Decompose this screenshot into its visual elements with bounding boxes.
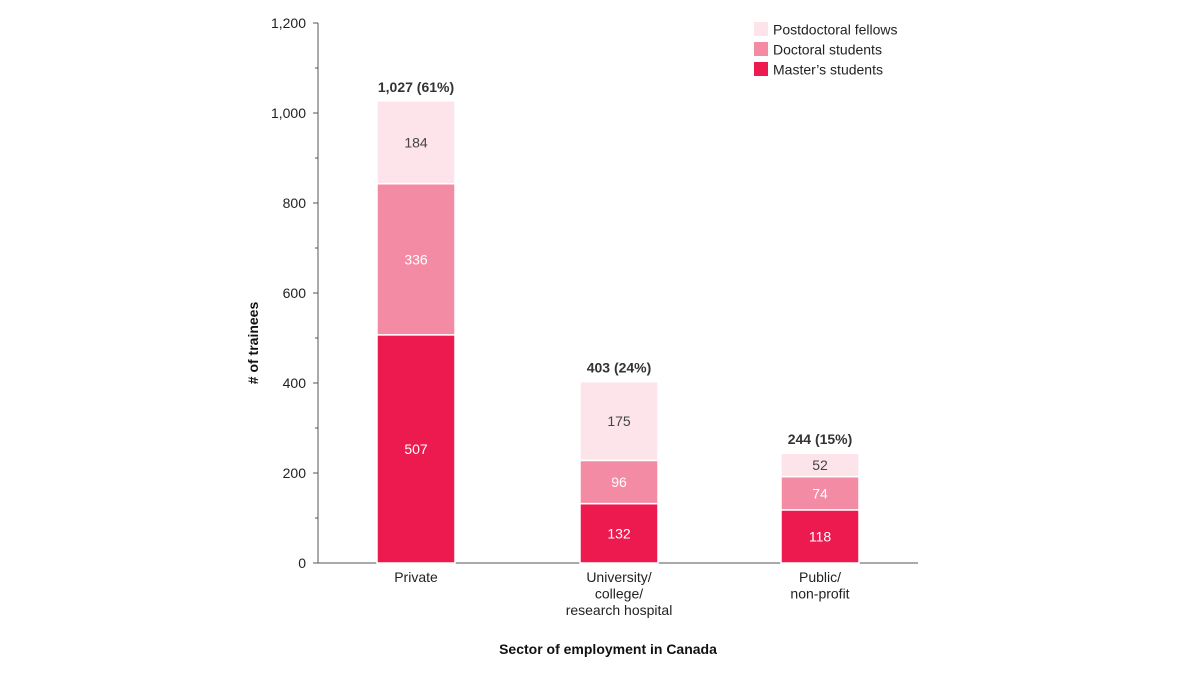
bar-total-label: 403 (24%) [587,360,652,376]
segment-value-label: 507 [404,441,428,457]
bar-segment [780,452,860,478]
legend-label: Doctoral students [773,42,882,58]
bar-segment [780,509,860,564]
x-category-label: Public/non-profit [790,569,849,602]
segment-value-label: 132 [607,525,631,541]
legend: Postdoctoral fellows Doctoral students Mas… [754,22,898,78]
segment-value-label: 336 [404,251,428,267]
segment-value-label: 175 [607,413,631,429]
bar-stack: 507 336 184 1,027 (61%) Private [376,79,456,585]
segment-value-label: 184 [404,134,428,150]
legend-swatch [754,42,768,56]
bar-segment [579,502,659,564]
legend-swatch [754,22,768,36]
bar-total-label: 1,027 (61%) [378,79,454,95]
legend-label: Master’s students [773,62,883,78]
legend-label: Postdoctoral fellows [773,22,898,38]
bar-segment [376,100,456,185]
x-category-label: University/college/research hospital [566,569,673,618]
segment-value-label: 74 [812,485,828,501]
segment-value-label: 52 [812,457,828,473]
bar-segment [376,334,456,564]
y-tick-label: 1,000 [271,105,306,121]
legend-item: Master’s students [754,62,883,78]
bar-segment [780,475,860,511]
legend-item: Postdoctoral fellows [754,22,898,38]
legend-item: Doctoral students [754,42,882,58]
y-tick-label: 1,200 [271,15,306,31]
x-axis-title: Sector of employment in Canada [499,641,717,657]
bar-segment [579,380,659,462]
y-tick-label: 0 [298,555,306,571]
bar-total-label: 244 (15%) [788,431,853,447]
bars-group: 507 336 184 1,027 (61%) Private 132 96 175 403 (… [376,79,860,618]
y-tick-label: 800 [283,195,307,211]
bar-stack: 118 74 52 244 (15%) Public/non-profit [780,431,860,602]
bar-stack: 132 96 175 403 (24%) University/college/rese… [566,360,673,618]
x-category-label: Private [394,569,438,585]
y-tick-label: 400 [283,375,307,391]
y-tick-label: 200 [283,465,307,481]
y-tick-label: 600 [283,285,307,301]
bar-segment [579,459,659,505]
legend-swatch [754,62,768,76]
segment-value-label: 96 [611,474,627,490]
segment-value-label: 118 [809,528,832,544]
y-axis-title: # of trainees [245,302,261,385]
